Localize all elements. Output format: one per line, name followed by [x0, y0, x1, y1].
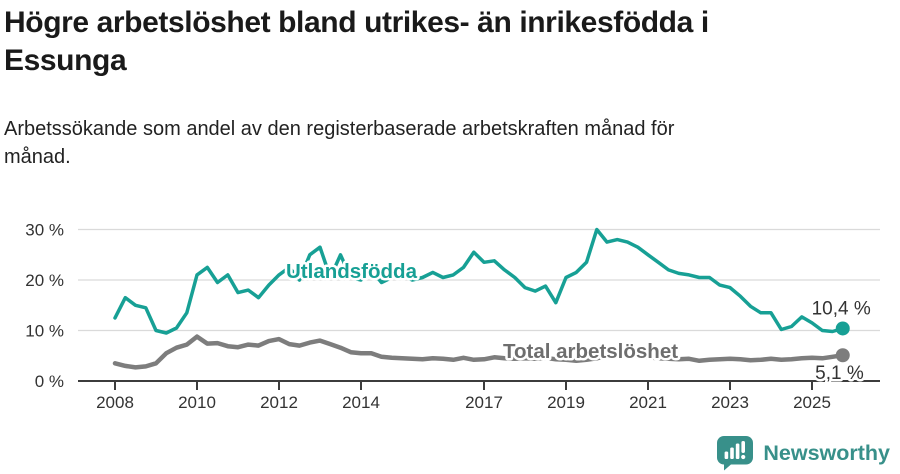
series-line-0	[113, 227, 845, 335]
y-tick-label-30: 30 %	[25, 221, 64, 240]
y-tick-label-20: 20 %	[25, 271, 64, 290]
y-tick-label-10: 10 %	[25, 322, 64, 341]
series-lines	[112, 227, 846, 370]
x-tick-label-2017: 2017	[465, 393, 503, 412]
x-tick-label-2023: 2023	[711, 393, 749, 412]
series-line-1	[112, 334, 846, 370]
title-line-1: Högre arbetslöshet bland utrikes- än inr…	[4, 6, 709, 39]
subtitle-line-2: månad.	[4, 146, 71, 168]
series-end-value-label-1: 5,1 %	[815, 363, 864, 384]
series-end-value-label-0: 10,4 %	[812, 298, 871, 319]
newsworthy-brand-text: Newsworthy	[763, 440, 890, 465]
end-annotations: 10,4 % 5,1 %	[809, 296, 873, 387]
x-tick-label-2010: 2010	[178, 393, 216, 412]
x-tick-label-2008: 2008	[96, 393, 134, 412]
x-axis: 2008 2010 2012 2014 2017 2019 2021 2023 2025	[78, 380, 880, 412]
x-tick-label-2014: 2014	[342, 393, 380, 412]
series-name-label-0: Utlandsfödda	[286, 260, 418, 283]
title-line-2: Essunga	[4, 44, 127, 77]
x-tick-label-2021: 2021	[629, 393, 667, 412]
series-labels: Utlandsfödda Total arbetslöshet	[284, 258, 681, 366]
y-tick-label-0: 0 %	[35, 372, 64, 391]
x-tick-label-2019: 2019	[547, 393, 585, 412]
subtitle-line-1: Arbetssökande som andel av den registerb…	[4, 118, 675, 140]
gridlines: 0 % 10 % 20 % 30 %	[25, 221, 880, 391]
newsworthy-bubble-chart-icon	[717, 436, 754, 471]
page-title: Högre arbetslöshet bland utrikes- än inr…	[4, 4, 874, 80]
newsworthy-logo: Newsworthy	[716, 435, 890, 471]
series-name-label-1: Total arbetslöshet	[503, 340, 678, 363]
series-end-dot-0	[835, 321, 850, 336]
x-tick-label-2012: 2012	[260, 393, 298, 412]
series-end-dot-1	[835, 348, 850, 363]
chart-subtitle: Arbetssökande som andel av den registerb…	[4, 115, 854, 171]
x-tick-label-2025: 2025	[793, 393, 831, 412]
